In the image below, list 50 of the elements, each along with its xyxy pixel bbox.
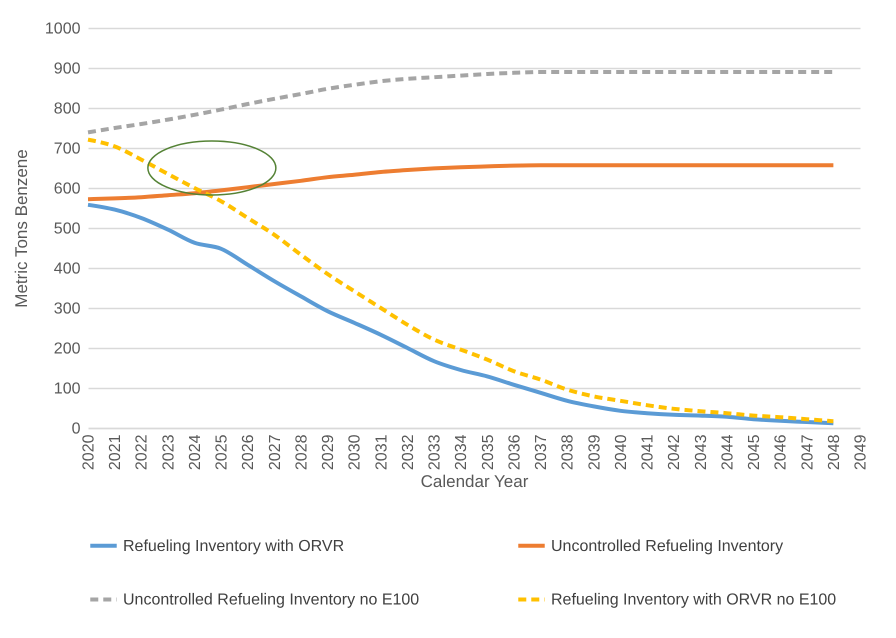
x-tick-label: 2028	[293, 434, 310, 470]
line-series	[86, 138, 836, 424]
x-tick-label: 2021	[107, 434, 124, 470]
x-tick-label: 2049	[852, 434, 870, 470]
x-tick-label: 2033	[426, 434, 444, 470]
x-tick-label: 2027	[266, 434, 284, 470]
x-tick-label: 2041	[640, 434, 657, 470]
x-tick-label: 2030	[346, 434, 364, 470]
y-tick-label: 700	[54, 140, 81, 158]
y-tick-label: 500	[54, 220, 81, 238]
y-tick-label: 1000	[44, 20, 81, 38]
x-tick-label: 2029	[320, 434, 338, 470]
y-tick-label: 400	[54, 260, 81, 278]
x-tick-label: 2043	[692, 434, 710, 470]
y-axis-title: Metric Tons Benzene	[12, 149, 31, 308]
legend-label: Refueling Inventory with ORVR	[123, 538, 344, 555]
x-tick-label: 2038	[560, 434, 577, 470]
x-tick-label: 2046	[772, 434, 790, 470]
x-tick-label: 2022	[134, 434, 151, 470]
x-tick-label: 2026	[240, 434, 258, 470]
x-tick-label: 2045	[746, 434, 764, 470]
y-tick-label: 800	[54, 100, 81, 118]
legend-label: Uncontrolled Refueling Inventory no E100	[123, 592, 420, 608]
x-tick-label: 2044	[719, 434, 736, 470]
x-tick-label: 2035	[480, 434, 497, 470]
x-tick-label: 2036	[506, 434, 524, 470]
x-tick-label: 2032	[400, 434, 417, 470]
y-tick-label: 0	[72, 420, 81, 438]
y-tick-label: 200	[54, 340, 81, 358]
x-tick-label: 2040	[612, 434, 630, 470]
x-tick-label: 2039	[586, 434, 604, 470]
y-tick-label: 300	[54, 300, 81, 318]
x-tick-label: 2025	[214, 434, 231, 470]
line-series	[86, 163, 836, 202]
x-tick-label: 2024	[186, 434, 204, 470]
x-tick-label: 2023	[160, 434, 178, 470]
x-tick-label: 2020	[80, 434, 98, 470]
x-tick-label: 2034	[453, 434, 470, 470]
y-tick-label: 100	[54, 380, 81, 398]
legend-label: Uncontrolled Refueling Inventory	[551, 538, 784, 555]
x-axis-title: Calendar Year	[420, 472, 529, 492]
y-tick-label: 900	[54, 60, 81, 78]
legend-label: Refueling Inventory with ORVR no E100	[551, 592, 836, 608]
x-tick-label: 2048	[826, 434, 843, 470]
line-series	[86, 202, 836, 426]
x-tick-label: 2047	[799, 434, 816, 470]
x-tick-label: 2031	[373, 434, 390, 470]
y-tick-label: 600	[54, 180, 81, 198]
x-tick-label: 2037	[533, 434, 550, 470]
x-tick-label: 2042	[666, 434, 684, 470]
